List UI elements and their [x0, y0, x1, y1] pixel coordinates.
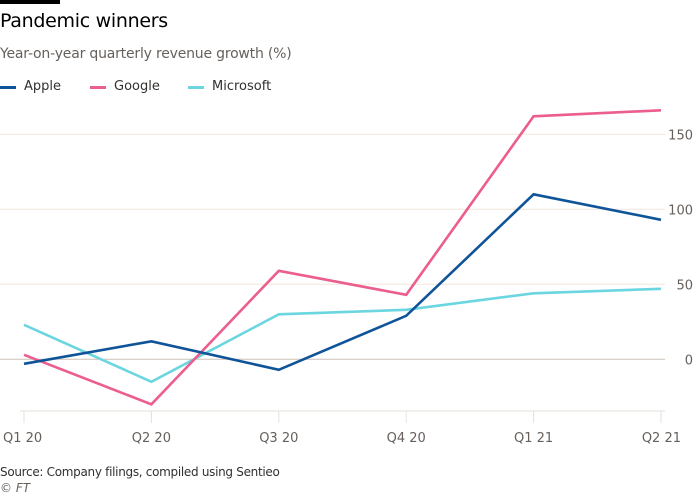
y-tick-label: 150	[668, 128, 693, 143]
y-tick-label: 100	[668, 203, 693, 218]
series-line-apple	[23, 192, 662, 372]
brand-bar	[0, 0, 60, 4]
legend-swatch-apple	[0, 86, 16, 89]
legend-label-microsoft: Microsoft	[212, 79, 272, 94]
y-axis: 0 50 100 150	[668, 128, 693, 368]
x-tick-label: Q1 21	[514, 431, 553, 446]
x-axis: Q1 20 Q2 20 Q3 20 Q4 20 Q1 21 Q2 21	[3, 410, 681, 446]
chart-subtitle: Year-on-year quarterly revenue growth (%…	[0, 46, 292, 62]
source-note: Source: Company filings, compiled using …	[0, 465, 280, 479]
legend-swatch-microsoft	[188, 86, 204, 89]
copyright-credit: © FT	[0, 481, 31, 495]
series-lines	[23, 109, 662, 406]
y-tick-label: 0	[685, 353, 693, 368]
chart-title: Pandemic winners	[0, 10, 168, 32]
legend-label-google: Google	[114, 79, 160, 94]
y-tick-label: 50	[676, 278, 693, 293]
gridlines	[0, 133, 665, 360]
x-tick-label: Q1 20	[3, 431, 42, 446]
series-line-microsoft	[23, 287, 662, 384]
legend-swatch-google	[90, 86, 106, 89]
x-tick-label: Q4 20	[387, 431, 426, 446]
x-tick-label: Q2 21	[642, 431, 681, 446]
legend-label-apple: Apple	[24, 79, 62, 94]
series-line-google	[23, 109, 662, 406]
x-tick-label: Q2 20	[132, 431, 171, 446]
x-tick-label: Q3 20	[259, 431, 298, 446]
